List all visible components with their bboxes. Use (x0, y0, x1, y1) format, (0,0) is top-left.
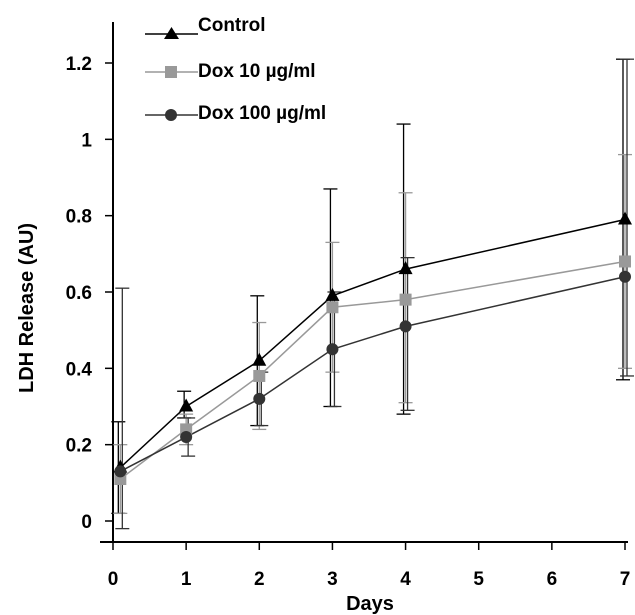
legend-triangle-marker (164, 27, 179, 39)
data-point-triangle (325, 287, 340, 301)
x-tick-label: 2 (254, 569, 265, 590)
legend-label-dox10: Dox 10 µg/ml (198, 61, 316, 82)
data-point-triangle (618, 211, 632, 225)
y-tick-label: 0.2 (66, 436, 92, 457)
x-tick-label: 0 (108, 569, 119, 590)
series-lines (119, 218, 626, 480)
x-tick-label: 5 (473, 569, 484, 590)
data-point-square (399, 293, 412, 306)
series-line-2 (119, 276, 626, 473)
data-point-circle (114, 465, 127, 478)
series-line-1 (119, 260, 626, 480)
data-point-triangle (179, 398, 194, 412)
x-tick-label: 6 (547, 569, 558, 590)
legend-label-control: Control (198, 15, 266, 36)
legend-item-dox10: Dox 10 µg/ml (145, 61, 316, 82)
data-point-circle (180, 431, 193, 444)
x-tick-label: 7 (620, 569, 631, 590)
y-tick-label: 0.6 (66, 283, 92, 304)
legend-label-dox100: Dox 100 µg/ml (198, 103, 326, 124)
legend-item-control: Control (145, 15, 266, 39)
legend-circle-marker (165, 109, 177, 121)
x-tick-label: 3 (327, 569, 338, 590)
data-point-square (619, 255, 631, 268)
data-point-circle (619, 270, 631, 283)
legend-item-dox100: Dox 100 µg/ml (145, 103, 326, 124)
data-point-square (326, 301, 339, 314)
x-axis-title: Days (346, 593, 394, 615)
legend: Control Dox 10 µg/ml Dox 100 µg/ml (145, 15, 326, 124)
y-axis-title: LDH Release (AU) (16, 223, 38, 393)
data-point-circle (326, 343, 339, 356)
y-tick-label: 1.2 (66, 54, 92, 75)
y-axis-ticks: 0 0.2 0.4 0.6 0.8 1 1.2 (66, 54, 113, 533)
y-tick-label: 1 (81, 130, 92, 151)
data-point-circle (253, 392, 266, 405)
series-markers (113, 211, 632, 486)
data-point-circle (399, 320, 412, 333)
data-point-square (253, 369, 266, 382)
series-line-0 (119, 218, 626, 469)
legend-square-marker (165, 66, 177, 78)
error-bars (111, 58, 634, 530)
y-tick-label: 0 (81, 512, 92, 533)
x-tick-label: 1 (181, 569, 192, 590)
y-tick-label: 0.4 (66, 359, 93, 380)
y-tick-label: 0.8 (66, 207, 92, 228)
x-axis-ticks: 0 1 2 3 4 5 6 7 (108, 542, 631, 590)
data-point-triangle (398, 261, 413, 275)
x-tick-label: 4 (400, 569, 411, 590)
data-point-triangle (252, 352, 267, 366)
